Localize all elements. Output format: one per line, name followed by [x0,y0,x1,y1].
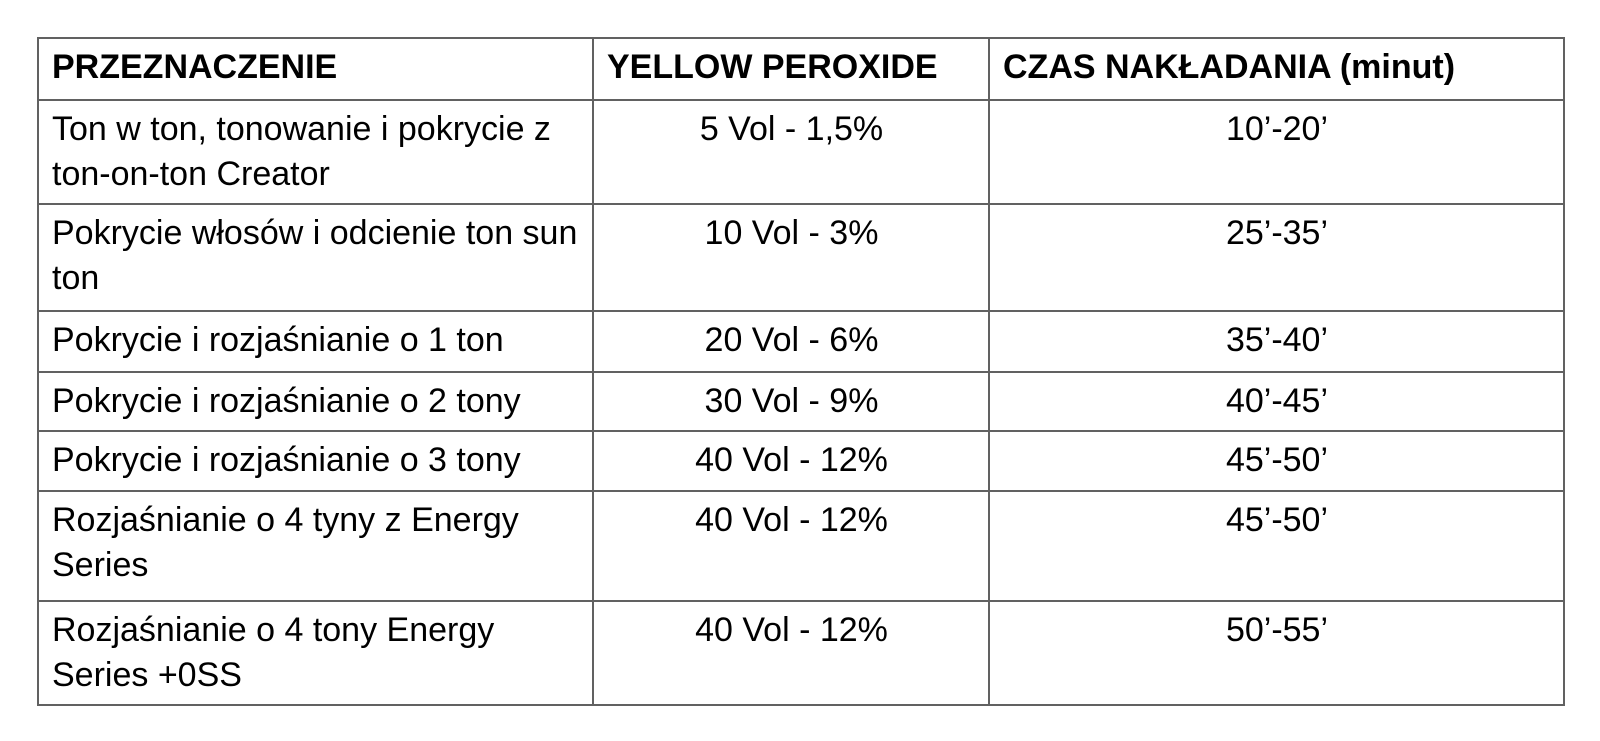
header-cell-yellow-peroxide: YELLOW PEROXIDE [592,37,990,101]
cell-czas: 40’-45’ [988,371,1565,432]
cell-przeznaczenie: Pokrycie i rozjaśnianie o 1 ton [37,310,594,373]
cell-peroxide: 5 Vol - 1,5% [592,99,990,205]
cell-peroxide: 40 Vol - 12% [592,490,990,602]
cell-czas: 45’-50’ [988,490,1565,602]
header-cell-czas-nakladania: CZAS NAKŁADANIA (minut) [988,37,1565,101]
cell-przeznaczenie: Rozjaśnianie o 4 tyny z Energy Series [37,490,594,602]
table-header-row: PRZEZNACZENIE YELLOW PEROXIDE CZAS NAKŁA… [37,37,1565,101]
table-row: Pokrycie i rozjaśnianie o 3 tony 40 Vol … [37,430,1565,492]
table-row: Rozjaśnianie o 4 tony Energy Series +0SS… [37,600,1565,706]
cell-peroxide: 40 Vol - 12% [592,430,990,492]
cell-czas: 45’-50’ [988,430,1565,492]
table-row: Pokrycie i rozjaśnianie o 2 tony 30 Vol … [37,371,1565,432]
table-row: Ton w ton, tonowanie i pokrycie z ton-on… [37,99,1565,205]
table-row: Pokrycie i rozjaśnianie o 1 ton 20 Vol -… [37,310,1565,373]
cell-przeznaczenie: Pokrycie włosów i odcienie ton sun ton [37,203,594,312]
cell-peroxide: 20 Vol - 6% [592,310,990,373]
cell-przeznaczenie: Pokrycie i rozjaśnianie o 2 tony [37,371,594,432]
table-row: Rozjaśnianie o 4 tyny z Energy Series 40… [37,490,1565,602]
table-row: Pokrycie włosów i odcienie ton sun ton 1… [37,203,1565,312]
cell-przeznaczenie: Pokrycie i rozjaśnianie o 3 tony [37,430,594,492]
cell-czas: 50’-55’ [988,600,1565,706]
cell-peroxide: 30 Vol - 9% [592,371,990,432]
cell-przeznaczenie: Rozjaśnianie o 4 tony Energy Series +0SS [37,600,594,706]
cell-peroxide: 10 Vol - 3% [592,203,990,312]
cell-peroxide: 40 Vol - 12% [592,600,990,706]
header-cell-przeznaczenie: PRZEZNACZENIE [37,37,594,101]
cell-czas: 25’-35’ [988,203,1565,312]
cell-czas: 10’-20’ [988,99,1565,205]
peroxide-usage-table: PRZEZNACZENIE YELLOW PEROXIDE CZAS NAKŁA… [37,37,1565,706]
cell-czas: 35’-40’ [988,310,1565,373]
cell-przeznaczenie: Ton w ton, tonowanie i pokrycie z ton-on… [37,99,594,205]
